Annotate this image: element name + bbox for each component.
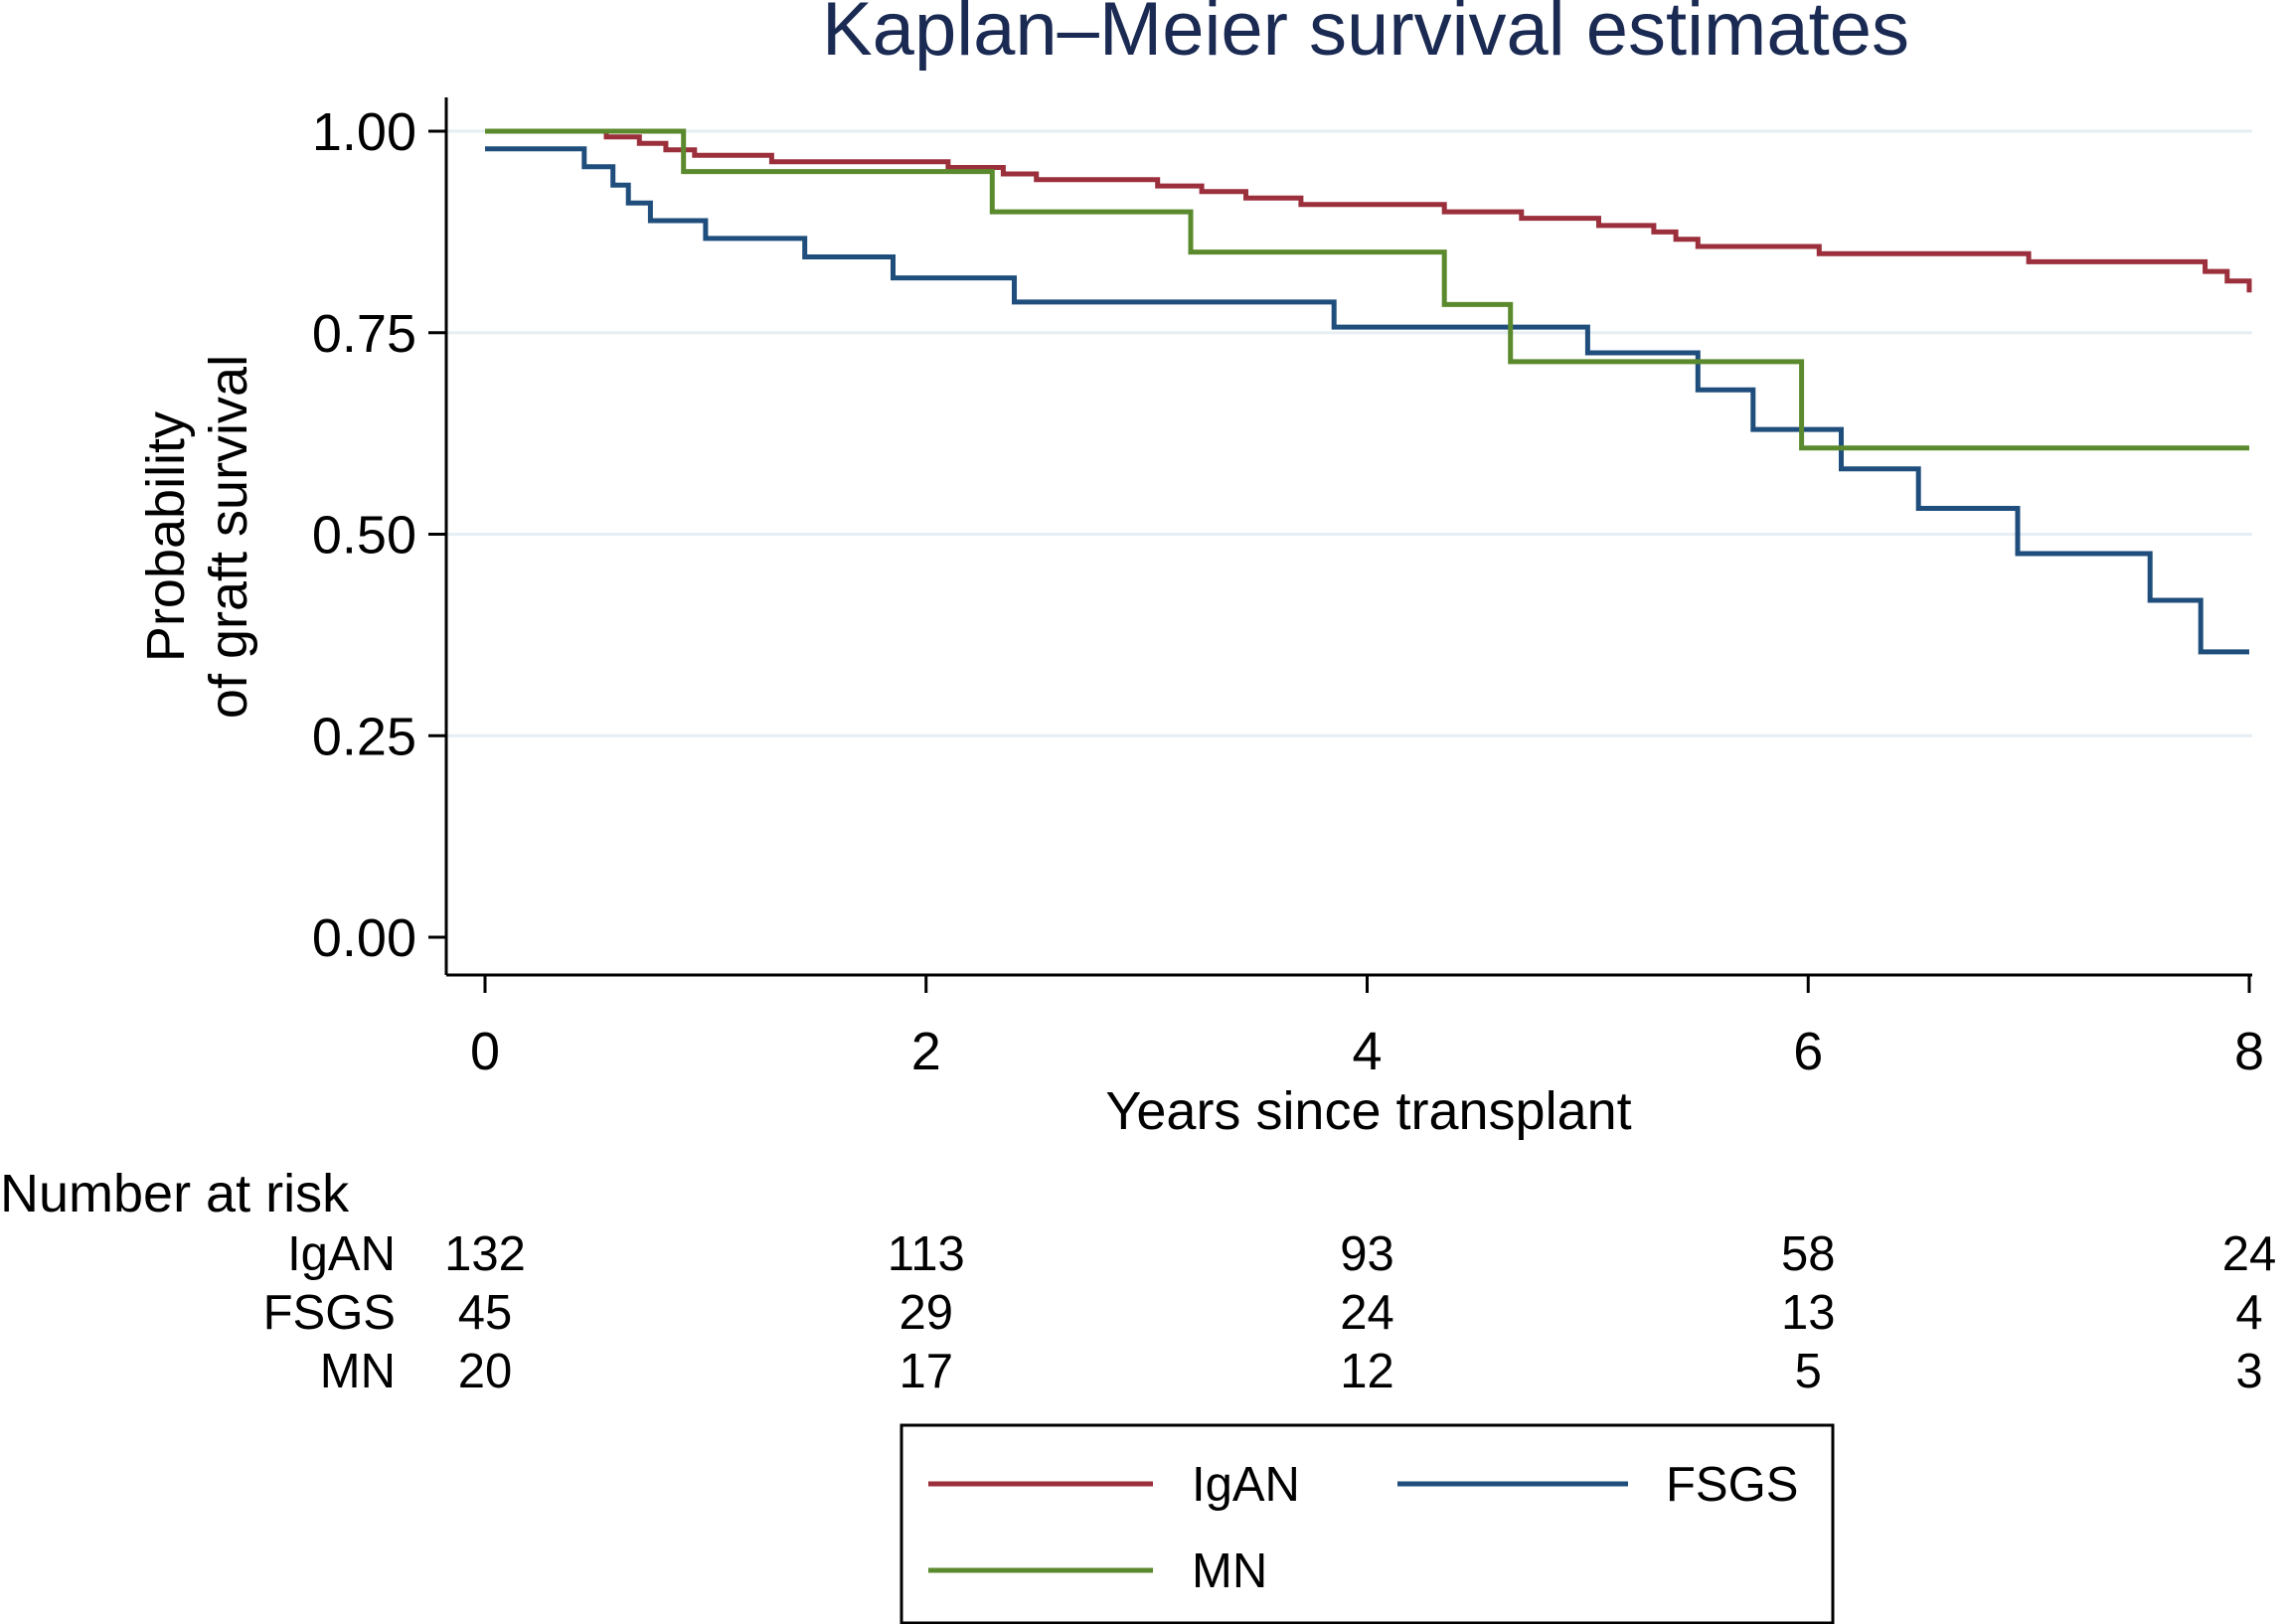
legend-label-mn: MN xyxy=(1192,1544,1267,1598)
gridlines xyxy=(446,129,2252,737)
risk-value-igan-1: 113 xyxy=(888,1227,965,1281)
risk-value-mn-3: 5 xyxy=(1795,1345,1822,1398)
risk-value-fsgs-2: 24 xyxy=(1340,1286,1394,1340)
x-axis-label: Years since transplant xyxy=(1105,1081,1631,1141)
x-tick-label-2: 4 xyxy=(1352,1022,1382,1081)
y-tick-label-2: 0.50 xyxy=(312,506,416,566)
survival-curves xyxy=(485,128,2252,655)
risk-value-igan-0: 132 xyxy=(444,1227,526,1281)
risk-value-fsgs-0: 45 xyxy=(458,1286,513,1340)
y-tick-label-0: 0.00 xyxy=(312,908,416,968)
risk-value-igan-4: 24 xyxy=(2222,1227,2277,1281)
y-axis-label-line-2: of graft survival xyxy=(199,355,258,719)
x-tick-label-0: 0 xyxy=(470,1022,500,1081)
risk-row-label-fsgs: FSGS xyxy=(263,1286,396,1340)
survival-curve-mn xyxy=(485,128,2249,451)
risk-table-title: Number at risk xyxy=(0,1164,350,1223)
legend-label-igan: IgAN xyxy=(1192,1458,1300,1512)
chart-title: Kaplan–Meier survival estimates xyxy=(822,0,1909,72)
risk-row-label-mn: MN xyxy=(320,1345,396,1398)
risk-value-mn-2: 12 xyxy=(1340,1345,1394,1398)
x-tick-label-3: 6 xyxy=(1793,1022,1823,1081)
x-axis-ticks: 0 2 4 6 8 xyxy=(470,975,2264,1081)
risk-value-igan-2: 93 xyxy=(1340,1227,1394,1281)
risk-value-igan-3: 58 xyxy=(1781,1227,1836,1281)
risk-value-fsgs-1: 29 xyxy=(899,1286,953,1340)
survival-curve-igan xyxy=(485,128,2252,293)
risk-value-mn-4: 3 xyxy=(2235,1345,2262,1398)
x-tick-label-4: 8 xyxy=(2234,1022,2264,1081)
y-tick-label-1: 0.25 xyxy=(312,707,416,766)
x-tick-label-1: 2 xyxy=(911,1022,941,1081)
survival-curve-fsgs xyxy=(485,146,2249,655)
risk-value-fsgs-4: 4 xyxy=(2235,1286,2262,1340)
risk-table: IgAN 132 113 93 58 24 FSGS 45 29 24 13 4 MN 20 17 12 5 3 xyxy=(263,1227,2277,1398)
y-axis-ticks: 0.00 0.25 0.50 0.75 1.00 xyxy=(312,102,446,968)
y-tick-label-4: 1.00 xyxy=(312,102,416,162)
y-tick-label-3: 0.75 xyxy=(312,304,416,364)
legend: IgAN FSGS MN xyxy=(928,1458,1798,1598)
risk-value-mn-0: 20 xyxy=(458,1345,513,1398)
legend-box xyxy=(899,1423,1835,1624)
risk-value-mn-1: 17 xyxy=(899,1345,953,1398)
risk-row-label-igan: IgAN xyxy=(287,1227,396,1281)
risk-value-fsgs-3: 13 xyxy=(1781,1286,1836,1340)
y-axis-label-line-1: Probability xyxy=(136,411,196,662)
legend-label-fsgs: FSGS xyxy=(1666,1458,1798,1512)
